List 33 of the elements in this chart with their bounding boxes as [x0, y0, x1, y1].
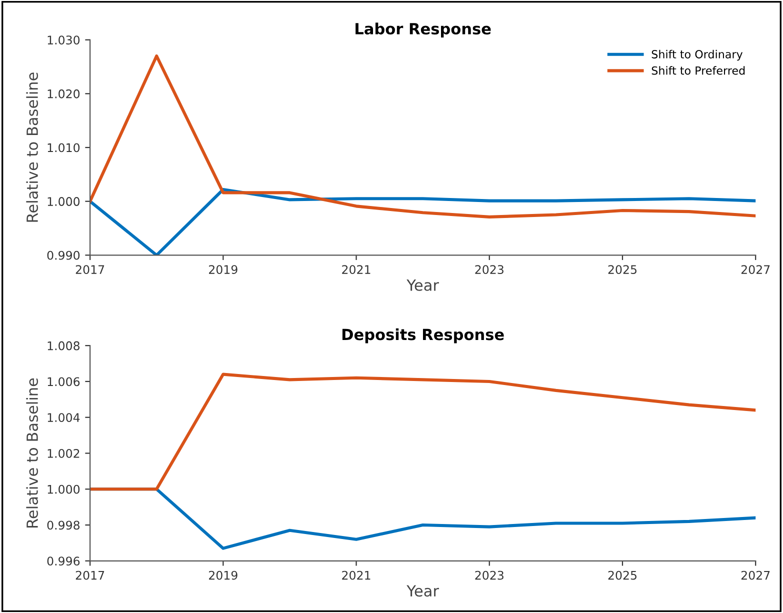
x-tick-label: 2017 — [76, 570, 104, 580]
y-tick-label: 1.000 — [48, 197, 80, 206]
chart-title: Labor Response — [356, 22, 491, 38]
x-tick-label: 2025 — [608, 570, 636, 580]
x-axis-title: Year — [406, 585, 439, 597]
x-tick-label: 2021 — [342, 265, 370, 274]
x-tick-label: 2019 — [209, 570, 238, 580]
chart-title: Deposits Response — [342, 328, 504, 344]
x-tick-label: 2027 — [741, 265, 770, 274]
x-tick-label: 2027 — [741, 570, 770, 580]
line-series — [90, 372, 756, 491]
y-tick-label: 1.004 — [48, 413, 80, 422]
y-tick-label: 0.996 — [47, 556, 80, 566]
y-tick-label: 1.030 — [48, 36, 80, 44]
x-tick-label: 2023 — [475, 570, 504, 580]
y-axis-title: Relative to Baseline — [26, 378, 38, 528]
legend-label: Shift to Preferred — [652, 66, 745, 75]
x-tick-label: 2017 — [76, 265, 104, 274]
y-tick-label: 1.006 — [48, 377, 80, 386]
x-tick-label: 2023 — [475, 265, 504, 274]
x-axis-title: Year — [406, 280, 439, 291]
x-tick-label: 2021 — [342, 570, 370, 580]
y-tick-label: 1.002 — [48, 448, 80, 458]
y-tick-label: 0.998 — [47, 520, 80, 530]
y-tick-label: 1.000 — [48, 484, 80, 494]
y-tick-label: 1.010 — [48, 143, 80, 152]
y-tick-label: 1.020 — [48, 89, 80, 98]
y-tick-label: 1.008 — [48, 341, 80, 350]
y-tick-label: 0.990 — [47, 250, 80, 260]
legend-label: Shift to Ordinary — [652, 50, 743, 61]
x-tick-label: 2025 — [608, 265, 636, 274]
y-axis-title: Relative to Baseline — [26, 72, 38, 222]
x-tick-label: 2019 — [209, 265, 238, 274]
